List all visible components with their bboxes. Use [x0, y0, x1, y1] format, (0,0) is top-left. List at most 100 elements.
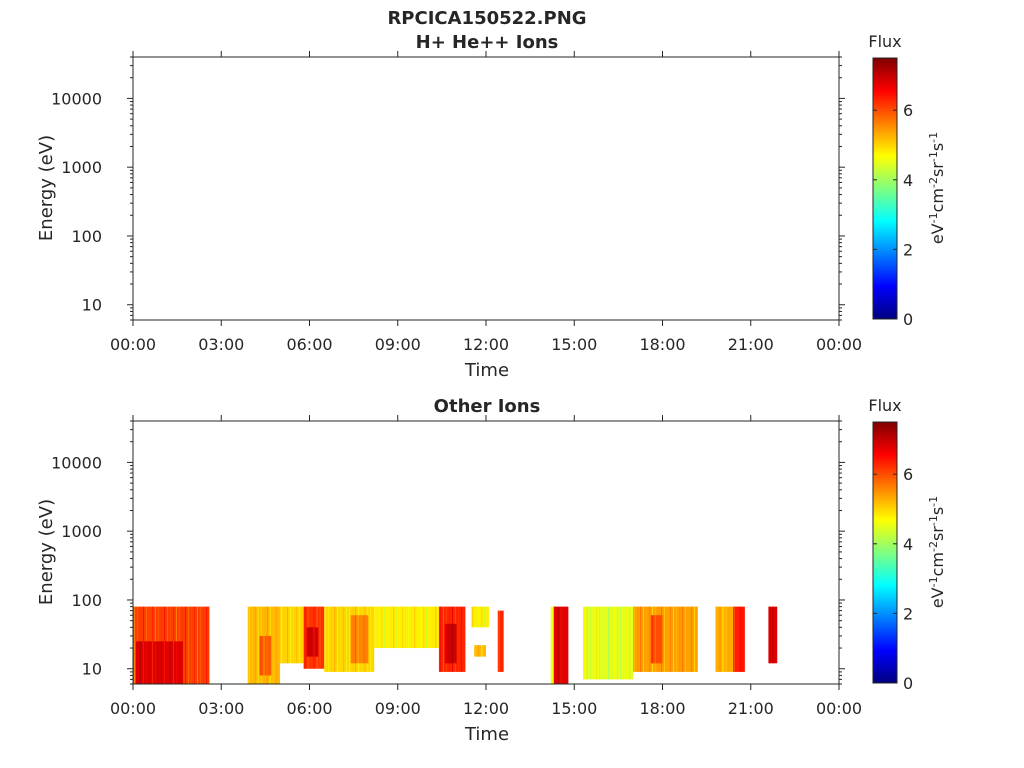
flux-column: [287, 606, 289, 664]
flux-column: [623, 606, 625, 680]
flux-column: [716, 606, 718, 672]
flux-column: [654, 615, 656, 664]
flux-column: [325, 606, 327, 672]
flux-column: [310, 627, 312, 657]
flux-column: [670, 606, 672, 672]
flux-column: [608, 606, 610, 680]
flux-column: [357, 615, 359, 664]
flux-block-3: [259, 635, 272, 676]
panel-h-he-ions: H+ He++ Ions 10 100 1000 10000 00:00 03:00 06…: [36, 32, 862, 381]
flux-column: [251, 606, 253, 684]
colorbar-tick-label: 6: [903, 101, 913, 120]
flux-column: [423, 606, 425, 649]
flux-column: [405, 606, 407, 649]
flux-column: [281, 606, 283, 664]
flux-column: [136, 641, 138, 684]
flux-column: [640, 606, 642, 672]
flux-column: [151, 641, 153, 684]
flux-column: [260, 635, 262, 676]
flux-column: [375, 606, 377, 649]
flux-block-12: [471, 606, 489, 628]
x-tick-label: 09:00: [375, 335, 421, 354]
flux-column: [629, 606, 631, 680]
flux-block-8: [350, 615, 369, 664]
flux-column: [557, 606, 559, 684]
flux-column: [451, 623, 453, 664]
flux-column: [313, 627, 315, 657]
colorbar-unit-label: eV-1cm-2sr-1s-1: [927, 496, 948, 608]
flux-column: [682, 606, 684, 672]
flux-column: [667, 606, 669, 672]
flux-column: [160, 641, 162, 684]
flux-block-21: [733, 606, 745, 672]
flux-block-20: [715, 606, 734, 672]
flux-block-4: [280, 606, 304, 664]
flux-column: [328, 606, 330, 672]
flux-column: [154, 641, 156, 684]
flux-column: [498, 610, 500, 672]
flux-column: [432, 606, 434, 649]
flux-column: [185, 606, 186, 684]
flux-column: [169, 641, 171, 684]
flux-column: [206, 606, 207, 684]
x-axis-label: Time: [464, 724, 509, 745]
flux-column: [387, 606, 389, 649]
flux-column: [299, 606, 301, 664]
flux-column: [673, 606, 675, 672]
x-axis-label: Time: [464, 360, 509, 381]
flux-column: [637, 606, 639, 672]
flux-column: [319, 606, 321, 669]
flux-column: [634, 606, 636, 672]
flux-column: [605, 606, 607, 680]
flux-column: [370, 606, 372, 672]
flux-block-16: [550, 606, 554, 684]
flux-column: [435, 606, 437, 649]
flux-column: [590, 606, 592, 680]
flux-column: [145, 641, 147, 684]
panel-other-ions: Other Ions 10 100 1000 10000 00:00 03:00 06:0…: [36, 396, 862, 745]
colorbar-unit-part: s: [928, 143, 947, 151]
flux-column: [740, 606, 742, 672]
x-axis: 00:00 03:00 06:00 09:00 12:00 15:00 18:00 21:00…: [110, 51, 862, 354]
flux-column: [772, 606, 774, 664]
flux-column: [646, 606, 648, 672]
flux-column: [602, 606, 604, 680]
flux-block-19: [650, 615, 663, 664]
flux-column: [420, 606, 422, 649]
flux-column: [599, 606, 601, 680]
colorbar-unit-exponent: -1: [927, 576, 940, 587]
colorbar-tick-label: 0: [903, 310, 913, 329]
flux-column: [593, 606, 595, 680]
flux-column: [275, 606, 277, 684]
flux-column: [175, 641, 177, 684]
colorbar-unit-exponent: -1: [927, 496, 940, 507]
flux-column: [584, 606, 586, 680]
flux-column: [442, 606, 444, 672]
flux-column: [649, 606, 651, 672]
flux-column: [478, 606, 480, 628]
flux-column: [596, 606, 598, 680]
flux-column: [685, 606, 687, 672]
flux-column: [728, 606, 730, 672]
spectrogram-area: [133, 606, 778, 684]
flux-column: [734, 606, 736, 672]
x-tick-label: 15:00: [551, 699, 597, 718]
panel-title: Other Ions: [434, 396, 541, 417]
flux-column: [408, 606, 410, 649]
colorbar-tick-label: 0: [903, 674, 913, 693]
colorbar-unit-part: sr: [928, 526, 947, 541]
flux-column: [263, 635, 265, 676]
flux-column: [163, 641, 165, 684]
flux-column: [587, 606, 589, 680]
colorbar-unit-part: cm: [928, 552, 947, 576]
flux-column: [363, 615, 365, 664]
colorbar-tick-label: 2: [903, 604, 913, 623]
y-tick-label: 100: [71, 591, 102, 610]
flux-block-14: [497, 610, 504, 672]
flux-column: [769, 606, 771, 664]
x-tick-label: 06:00: [286, 335, 332, 354]
flux-column: [402, 606, 404, 649]
colorbar-unit-part: eV: [928, 223, 947, 244]
flux-column: [178, 641, 180, 684]
